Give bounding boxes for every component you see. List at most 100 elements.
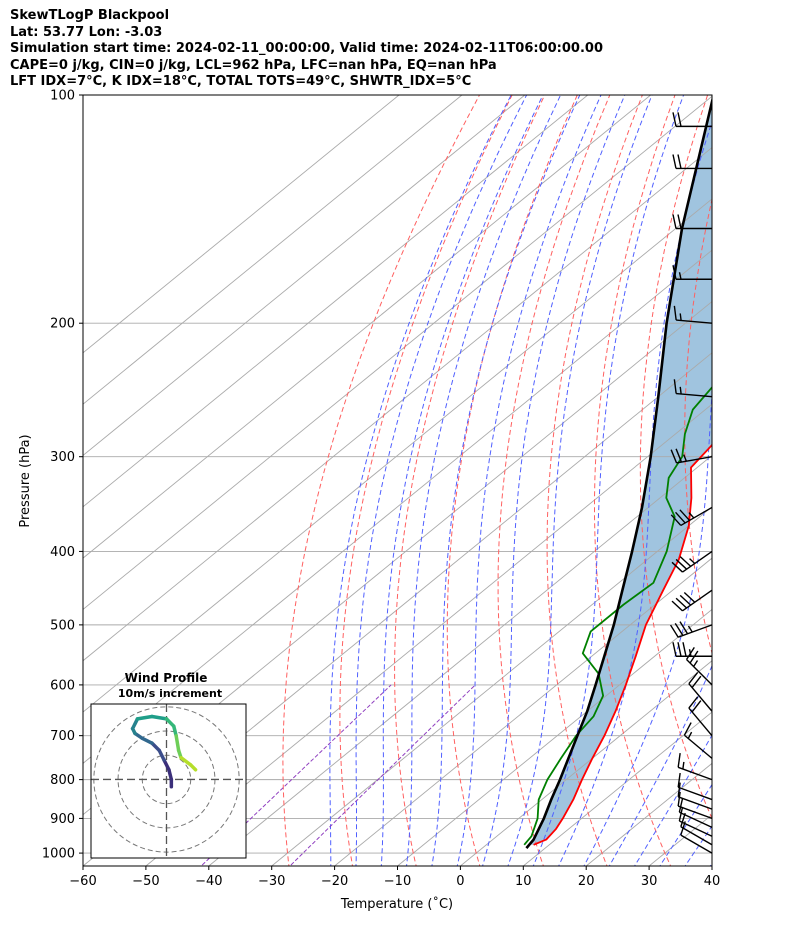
isotherm-line [83, 147, 712, 662]
wind-barb [680, 812, 713, 846]
dry-adiabat [282, 95, 480, 866]
x-tick-label: −40 [195, 874, 222, 889]
dry-adiabat [728, 95, 794, 869]
isotherm-line [397, 608, 712, 866]
wind-barb [671, 589, 713, 612]
wind-barb [677, 782, 713, 810]
hodograph-subtitle: 10m/s increment [118, 687, 222, 700]
wind-barb [678, 798, 713, 829]
x-tick-label: 10 [515, 874, 532, 889]
hodograph-segment [157, 748, 166, 762]
wind-barb [673, 379, 713, 398]
isotherm-line [83, 95, 712, 611]
moist-adiabat [329, 95, 512, 866]
isotherm-line [460, 660, 712, 866]
dry-adiabat [594, 95, 676, 866]
moist-adiabat [507, 95, 653, 866]
isotherm-line [83, 95, 651, 559]
wind-barb [688, 696, 713, 737]
temperature-profile [533, 443, 712, 846]
index-line: LFT IDX=7°C, K IDX=18°C, TOTAL TOTS=49°C… [10, 74, 472, 89]
x-tick-label: −60 [69, 874, 96, 889]
y-tick-label: 700 [50, 729, 75, 744]
moist-adiabat [659, 783, 712, 866]
y-tick-label: 600 [50, 678, 75, 693]
isotherm-line [83, 95, 400, 354]
isotherm-line [775, 95, 794, 866]
wind-barb [688, 671, 713, 712]
hodograph-segment [179, 755, 193, 767]
dewpoint-profile [523, 385, 712, 846]
dry-adiabat [639, 95, 712, 820]
hodograph-segment [135, 714, 154, 721]
plot-area [83, 95, 794, 869]
x-axis-label: Temperature (˚C) [340, 896, 453, 912]
hodograph-inset: Wind Profile 10m/s increment [90, 671, 247, 859]
dry-adiabat [684, 197, 712, 656]
moist-adiabat [406, 95, 562, 866]
wind-barb [672, 642, 712, 657]
wind-barb [677, 753, 713, 781]
dry-adiabat [770, 95, 794, 869]
x-tick-label: −30 [258, 874, 285, 889]
dry-adiabat [446, 95, 578, 866]
x-tick-label: −20 [321, 874, 348, 889]
x-tick-label: −10 [384, 874, 411, 889]
moist-adiabat [355, 95, 528, 866]
isotherm-line [83, 95, 589, 508]
y-tick-label: 200 [50, 317, 75, 332]
dry-adiabat [497, 95, 611, 866]
cape-line: CAPE=0 j/kg, CIN=0 j/kg, LCL=962 hPa, LF… [10, 57, 497, 73]
dry-adiabat [546, 95, 643, 866]
isotherm-line [208, 454, 712, 866]
moist-adiabat [482, 95, 626, 866]
wind-barb [673, 305, 713, 324]
moist-adiabat [431, 95, 581, 866]
moist-adiabat [456, 95, 602, 866]
hodograph-title: Wind Profile [125, 671, 208, 685]
wind-barb [677, 772, 713, 801]
wind-barb [672, 265, 712, 280]
mixing-ratio-line [200, 684, 392, 866]
y-tick-label: 400 [50, 545, 75, 560]
parcel-profile [525, 96, 712, 849]
location-line: Lat: 53.77 Lon: -3.03 [10, 24, 163, 40]
hodograph-segment [140, 736, 154, 745]
hodograph-segment [150, 714, 169, 721]
wind-barb [678, 806, 713, 837]
time-line: Simulation start time: 2024-02-11_00:00:… [10, 41, 603, 56]
wind-barb [683, 722, 713, 759]
wind-barb [670, 506, 713, 527]
moist-adiabat [583, 385, 712, 866]
x-tick-label: −50 [132, 874, 159, 889]
hodograph-segment [188, 763, 198, 772]
wind-barb [669, 621, 713, 638]
chart-header: SkewTLogP Blackpool Lat: 53.77 Lon: -3.0… [10, 8, 790, 91]
x-tick-label: 40 [704, 874, 721, 889]
moist-adiabat [532, 95, 685, 866]
isotherm-line [271, 506, 712, 866]
isotherm-line [523, 711, 712, 866]
x-tick-label: 30 [641, 874, 658, 889]
hodograph-background [91, 704, 246, 858]
dry-adiabat [339, 95, 513, 866]
wind-barbs [669, 112, 713, 854]
y-axis-label: Pressure (hPa) [18, 434, 33, 527]
x-tick-label: 0 [456, 874, 464, 889]
hodograph-frame [90, 703, 247, 859]
y-tick-label: 300 [50, 450, 75, 465]
y-tick-label: 900 [50, 812, 75, 827]
isotherm-line [83, 95, 463, 405]
y-tick-label: 1000 [42, 847, 75, 862]
hodograph-segment [174, 734, 181, 753]
wind-barb [670, 448, 713, 464]
dry-adiabat [394, 95, 546, 866]
x-tick-label: 20 [578, 874, 595, 889]
hodograph-segment [130, 717, 140, 731]
wind-barb [672, 214, 712, 230]
wind-barb [672, 154, 712, 170]
isotherm-line [83, 95, 526, 457]
isotherm-line [711, 865, 712, 866]
moist-adiabat [709, 862, 712, 866]
